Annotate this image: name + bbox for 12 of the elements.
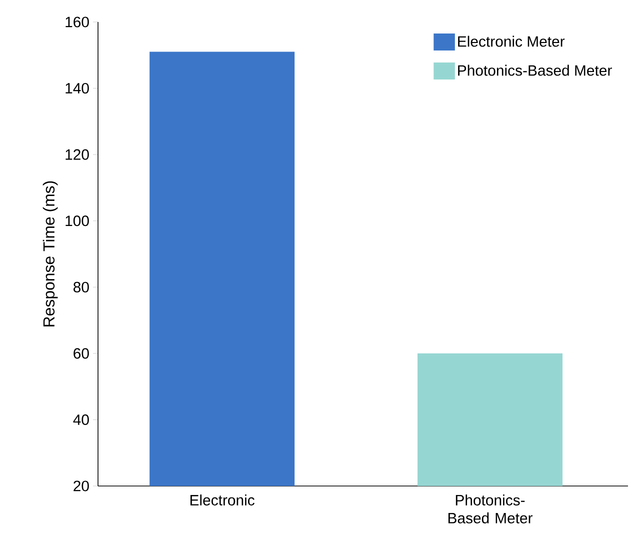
y-tick-label: 60 — [74, 348, 89, 359]
x-tick-label: Electronic — [190, 494, 254, 506]
y-tick-label: 120 — [66, 149, 89, 160]
y-axis-title: Response Time (ms) — [42, 181, 58, 326]
y-tick-label: 40 — [73, 414, 89, 425]
y-tick-label: 80 — [74, 282, 89, 292]
legend-label: Electronic Meter — [458, 36, 565, 47]
y-tick-label: 100 — [66, 216, 89, 226]
y-tick-label: 160 — [66, 16, 89, 28]
y-tick-label: 140 — [66, 82, 89, 94]
legend-label: Photonics-Based Meter — [458, 64, 612, 76]
y-tick-label: 20 — [74, 480, 89, 492]
